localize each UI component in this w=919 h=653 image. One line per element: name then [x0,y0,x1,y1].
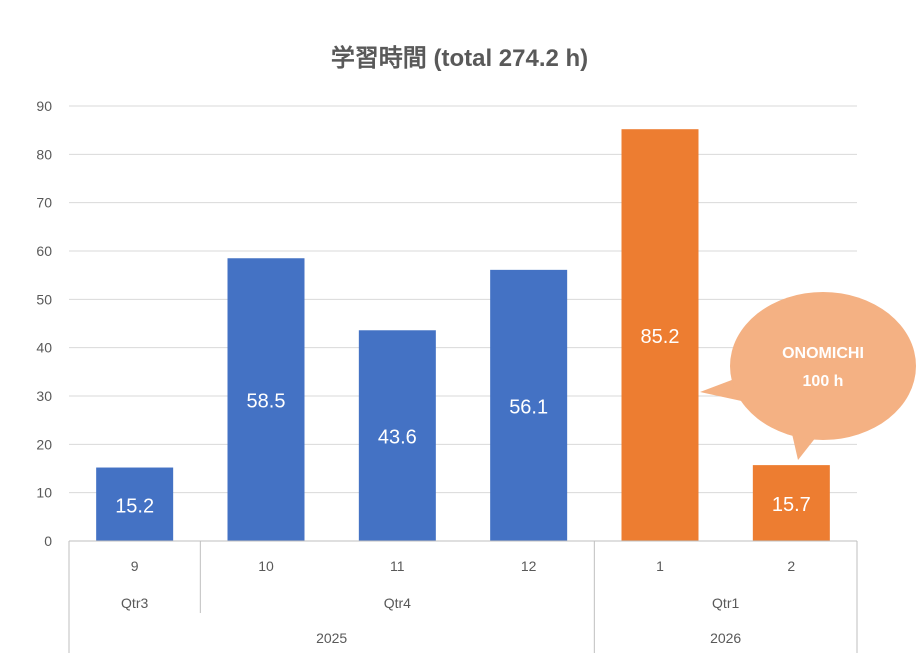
callout-bubble [730,292,916,440]
bar [621,129,699,541]
data-label: 85.2 [641,326,680,348]
x-tick-label: 12 [521,558,537,574]
callout-text-line2: 100 h [803,373,844,390]
data-label: 15.2 [115,495,154,517]
y-tick-label: 30 [36,388,52,404]
x-tick-label: 2 [787,558,795,574]
data-label: 58.5 [247,391,286,413]
y-tick-label: 0 [44,533,52,549]
y-tick-label: 20 [36,436,52,452]
year-label: 2025 [316,630,347,646]
y-tick-label: 90 [36,98,52,114]
x-tick-label: 9 [131,558,139,574]
bar [752,465,830,541]
bar [227,258,305,541]
x-tick-label: 11 [390,558,405,574]
y-tick-label: 80 [36,146,52,162]
x-tick-label: 10 [258,558,274,574]
y-tick-label: 40 [36,340,52,356]
year-label: 2026 [710,630,741,646]
quarter-label: Qtr3 [121,595,148,611]
y-tick-label: 10 [36,485,52,501]
data-label: 56.1 [509,396,548,418]
bar [358,330,436,541]
chart-title: 学習時間 (total 274.2 h) [330,45,589,72]
callout-text-line1: ONOMICHI [782,345,864,362]
data-label: 15.7 [772,494,811,516]
x-tick-label: 1 [656,558,664,574]
callout: ONOMICHI 100 h [700,292,916,460]
y-tick-label: 50 [36,291,52,307]
quarter-label: Qtr1 [712,595,739,611]
y-tick-label: 60 [36,243,52,259]
data-label: 43.6 [378,427,417,449]
bar [490,269,568,541]
quarter-label: Qtr4 [384,595,411,611]
y-tick-label: 70 [36,195,52,211]
bar [96,467,174,541]
